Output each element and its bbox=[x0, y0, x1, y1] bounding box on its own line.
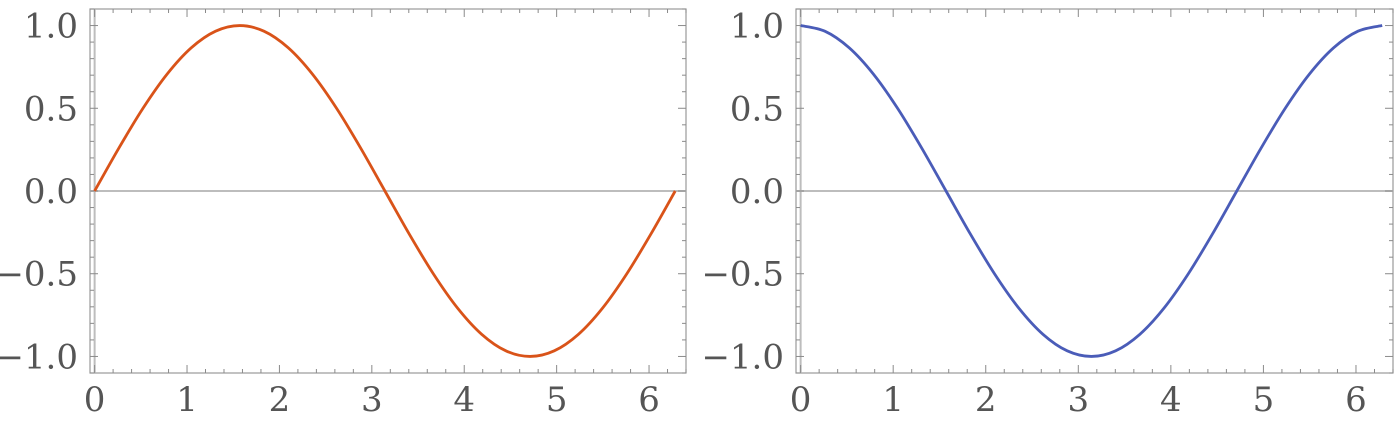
y-tick-label: −0.5 bbox=[0, 255, 78, 295]
series-line-1 bbox=[93, 24, 677, 358]
y-tick-label: −1.0 bbox=[0, 337, 78, 377]
y-tick-label: −0.5 bbox=[701, 255, 784, 295]
x-tick-label: 5 bbox=[1253, 380, 1275, 420]
x-tick-label: 3 bbox=[1067, 380, 1089, 420]
y-tick-label: 0.0 bbox=[730, 172, 784, 212]
x-tick-label: 1 bbox=[176, 380, 198, 420]
x-tick-label: 6 bbox=[1345, 380, 1367, 420]
x-tick-label: 0 bbox=[84, 380, 106, 420]
x-tick-label: 2 bbox=[975, 380, 997, 420]
y-tick-label: 1.0 bbox=[730, 7, 784, 47]
x-tick-label: 5 bbox=[546, 380, 568, 420]
x-tick-label: 3 bbox=[361, 380, 383, 420]
y-tick-label: −1.0 bbox=[701, 337, 784, 377]
y-tick-label: 0.0 bbox=[24, 172, 78, 212]
y-tick-label: 1.0 bbox=[24, 7, 78, 47]
chart-panel-1: 0 1 2 3 4 5 6 −1.0 −0.5 0.0 0.5 1.0 bbox=[0, 7, 687, 420]
x-tick-label: 6 bbox=[638, 380, 660, 420]
x-tick-label: 4 bbox=[453, 380, 475, 420]
chart-panel-2: 0 1 2 3 4 5 6 −1.0 −0.5 0.0 0.5 1.0 bbox=[701, 7, 1394, 420]
y-tick-label: 0.5 bbox=[24, 89, 78, 129]
series-line-1 bbox=[800, 24, 1383, 358]
x-tick-label: 4 bbox=[1160, 380, 1182, 420]
x-tick-label: 2 bbox=[269, 380, 291, 420]
x-tick-label: 0 bbox=[790, 380, 812, 420]
y-tick-label: 0.5 bbox=[730, 89, 784, 129]
x-tick-label: 1 bbox=[882, 380, 904, 420]
